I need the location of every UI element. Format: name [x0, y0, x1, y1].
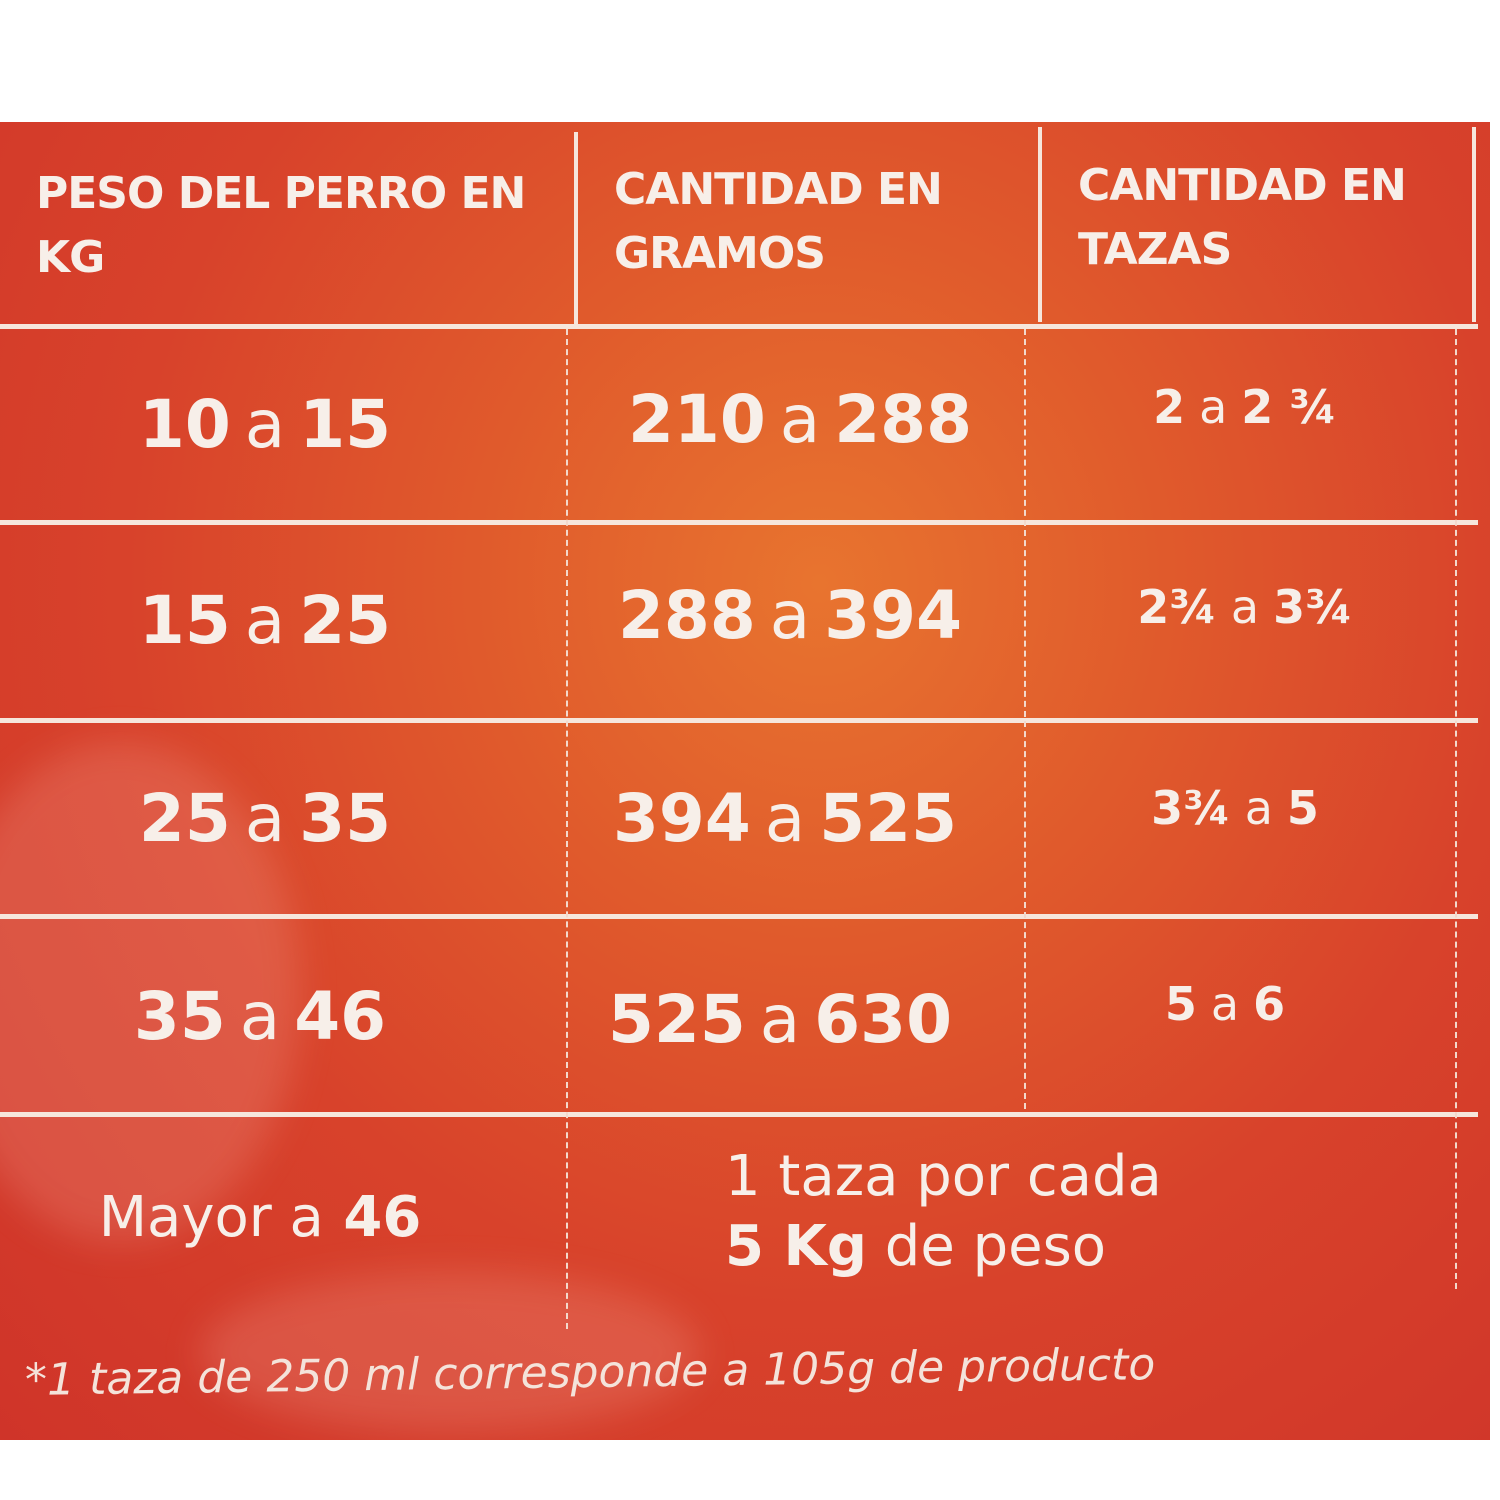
dashed-divider: [566, 329, 568, 1329]
cell-gramos: 525 a 630: [550, 919, 1010, 1119]
value: 5: [1286, 781, 1319, 835]
value: 15: [138, 581, 231, 659]
cell-gramos: 394 a 525: [555, 723, 1015, 913]
value: a: [764, 779, 806, 857]
value: 3¾: [1273, 580, 1353, 634]
value: Mayor a: [98, 1184, 324, 1250]
dashed-divider: [1024, 329, 1026, 1109]
cell-peso: 35 a 46: [0, 919, 520, 1114]
value: a: [769, 576, 811, 654]
value: 394: [824, 576, 962, 654]
header-gramos: CANTIDAD EN GRAMOS: [614, 164, 943, 279]
value: a: [239, 978, 281, 1055]
divider: [1472, 127, 1476, 322]
value: 6: [1253, 977, 1286, 1031]
value: a: [759, 980, 801, 1058]
value: a: [779, 380, 821, 458]
value: de peso: [884, 1214, 1107, 1279]
header-peso: PESO DEL PERRO EN KG: [36, 168, 526, 283]
value: a: [244, 385, 286, 463]
glare: [200, 1272, 700, 1432]
cell-gramos: 288 a 394: [560, 525, 1020, 705]
feeding-table-panel: PESO DEL PERRO EN KG CANTIDAD EN GRAMOS …: [0, 122, 1490, 1440]
value: 15: [299, 385, 392, 463]
cell-peso: 10 a 15: [0, 329, 530, 519]
divider: [574, 132, 578, 327]
value: 25: [299, 581, 392, 659]
value: 210: [627, 380, 766, 458]
value: 46: [343, 1184, 422, 1250]
value: 35: [133, 978, 226, 1055]
value: 525: [607, 980, 746, 1058]
value: a: [244, 779, 286, 857]
value: 25: [138, 779, 231, 857]
value: 5: [1164, 977, 1197, 1031]
value: 2 ¾: [1241, 380, 1337, 434]
value: 630: [814, 980, 952, 1058]
dashed-divider: [1455, 329, 1457, 1289]
footnote: *1 taza de 250 ml corresponde a 105g de …: [24, 1339, 1156, 1406]
row-divider: [0, 914, 1478, 919]
value: 46: [294, 978, 387, 1055]
cell-peso: 15 a 25: [0, 525, 530, 715]
value: 2¾: [1137, 580, 1217, 634]
cell-peso: 25 a 35: [0, 723, 530, 913]
value: 288: [834, 380, 972, 458]
cell-tazas: 3¾ a 5: [1020, 718, 1450, 898]
value: a: [244, 581, 286, 659]
value: a: [1199, 380, 1228, 434]
cell-gramos: 210 a 288: [570, 329, 1030, 509]
value: a: [1230, 580, 1260, 634]
divider: [1038, 127, 1042, 322]
value: a: [1244, 781, 1273, 835]
cell-merged: 1 taza por cada 5 Kg de peso: [725, 1142, 1162, 1282]
value: 525: [819, 779, 957, 857]
value: 10: [138, 385, 231, 463]
value: 1 taza por cada: [725, 1144, 1162, 1209]
row-divider: [0, 718, 1478, 723]
cell-tazas: 2¾ a 3¾: [1030, 522, 1460, 692]
value: 288: [617, 576, 756, 654]
value: 3¾: [1151, 781, 1231, 835]
header-tazas: CANTIDAD EN TAZAS: [1078, 160, 1407, 275]
row-divider: [0, 324, 1478, 329]
value: 5 Kg: [725, 1214, 867, 1279]
value: a: [1210, 977, 1240, 1031]
row-divider: [0, 1112, 1478, 1117]
glare: [0, 742, 300, 1242]
row-divider: [0, 520, 1478, 525]
value: 35: [299, 779, 392, 857]
value: 394: [612, 779, 751, 857]
value: 2: [1153, 380, 1186, 434]
cell-peso: Mayor a 46: [40, 1117, 480, 1317]
